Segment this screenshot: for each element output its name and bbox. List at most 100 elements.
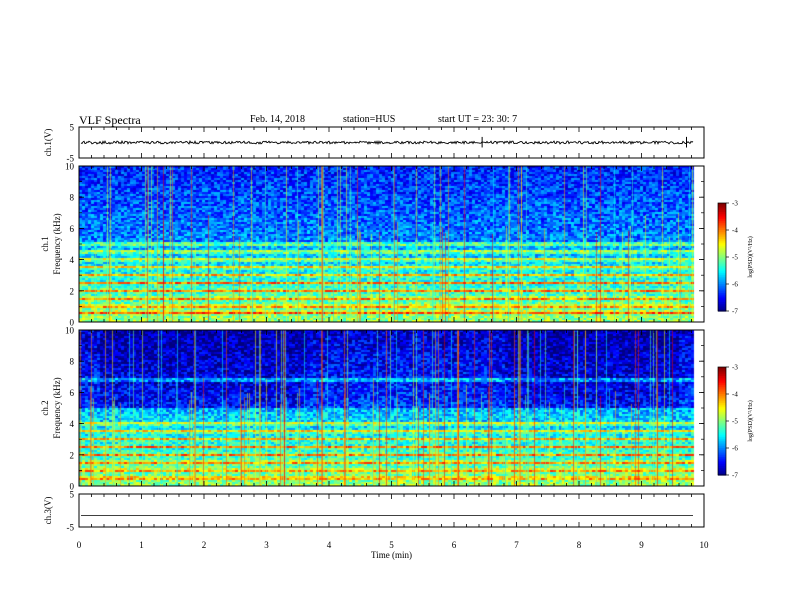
- colorbar-cell-2: [718, 467, 726, 471]
- colorbar-cell-1: [718, 282, 726, 285]
- colorbar-cell-1: [718, 228, 726, 231]
- colorbar-cell-1: [718, 253, 726, 256]
- colorbar-cell-1: [718, 212, 726, 215]
- colorbar-cell-2: [718, 455, 726, 458]
- colorbar-cell-1: [718, 244, 726, 247]
- colorbar-cell-2: [718, 406, 726, 409]
- x-tick-label: 10: [700, 540, 710, 550]
- colorbar-cell-1: [718, 217, 726, 220]
- colorbar-cell-2: [718, 374, 726, 377]
- colorbar-tick-label: -3: [732, 200, 738, 208]
- colorbar-cell-2: [718, 419, 726, 422]
- colorbar-cell-2: [718, 444, 726, 447]
- y-axis-label: ch.3(V): [43, 497, 53, 525]
- colorbar-cell-2: [718, 466, 726, 469]
- y-axis-label: ch.1(V): [43, 129, 53, 157]
- colorbar-cell-1: [718, 267, 726, 271]
- colorbar-cell-2: [718, 431, 726, 435]
- colorbar-cell-2: [718, 428, 726, 431]
- x-tick-label: 6: [452, 540, 457, 550]
- colorbar-tick-label: -6: [732, 445, 738, 453]
- colorbar-cell-1: [718, 289, 726, 292]
- x-tick-label: 2: [202, 540, 207, 550]
- colorbar-label: log(PSD)(V²/Hz): [747, 400, 754, 441]
- colorbar-cell-1: [718, 242, 726, 245]
- y-tick-label: 6: [70, 224, 75, 234]
- colorbar-cell-2: [718, 410, 726, 413]
- colorbar-cell-2: [718, 385, 726, 388]
- colorbar-cell-2: [718, 413, 726, 417]
- colorbar-cell-2: [718, 424, 726, 427]
- colorbar-cell-1: [718, 287, 726, 290]
- y-axis-label: Frequency (kHz): [52, 213, 62, 274]
- colorbar-cell-2: [718, 471, 726, 474]
- colorbar-cell-1: [718, 307, 726, 310]
- colorbar-cell-2: [718, 401, 726, 404]
- colorbar-cell-1: [718, 309, 726, 312]
- colorbar-cell-2: [718, 390, 726, 393]
- colorbar-cell-1: [718, 204, 726, 208]
- colorbar-cell-1: [718, 264, 726, 267]
- colorbar-cell-2: [718, 417, 726, 420]
- colorbar-cell-1: [718, 219, 726, 222]
- x-tick-label: 5: [389, 540, 394, 550]
- colorbar-cell-2: [718, 473, 726, 476]
- colorbar-cell-1: [718, 210, 726, 213]
- colorbar-cell-2: [718, 377, 726, 381]
- colorbar-cell-1: [718, 248, 726, 251]
- spectrogram-ch1: [79, 166, 704, 322]
- y-tick-label: 8: [70, 357, 75, 367]
- colorbar-cell-1: [718, 251, 726, 254]
- y-tick-label: 4: [70, 419, 75, 429]
- colorbar-cell-1: [718, 266, 726, 269]
- y-tick-label: 8: [70, 193, 75, 203]
- colorbar-cell-2: [718, 422, 726, 426]
- colorbar-cell-2: [718, 449, 726, 453]
- colorbar-cell-1: [718, 296, 726, 299]
- colorbar-cell-1: [718, 293, 726, 296]
- waveform-line-ch1: [80, 140, 694, 146]
- colorbar-cell-1: [718, 208, 726, 211]
- colorbar-cell-2: [718, 394, 726, 397]
- colorbar-cell-2: [718, 435, 726, 438]
- y-tick-label: 5: [70, 490, 75, 500]
- colorbar-cell-2: [718, 462, 726, 465]
- date-label: Feb. 14, 2018: [250, 114, 305, 125]
- colorbar-cell-1: [718, 231, 726, 235]
- x-tick-label: 9: [639, 540, 644, 550]
- colorbar-tick-label: -7: [732, 472, 738, 480]
- y-tick-label: 6: [70, 388, 75, 398]
- colorbar-cell-1: [718, 240, 726, 244]
- colorbar-cell-1: [718, 255, 726, 258]
- colorbar-tick-label: -5: [732, 418, 738, 426]
- colorbar-cell-1: [718, 269, 726, 272]
- station-label: station=HUS: [343, 114, 396, 125]
- y-tick-label: 5: [70, 123, 75, 133]
- colorbar-cell-1: [718, 262, 726, 265]
- colorbar-cell-1: [718, 280, 726, 283]
- colorbar-cell-2: [718, 403, 726, 406]
- colorbar-cell-1: [718, 278, 726, 281]
- colorbar-cell-2: [718, 448, 726, 451]
- colorbar-cell-1: [718, 249, 726, 253]
- chart-title: VLF Spectra: [79, 113, 141, 127]
- colorbar-cell-2: [718, 430, 726, 433]
- colorbar-cell-2: [718, 386, 726, 390]
- colorbar-cell-2: [718, 399, 726, 402]
- colorbar-cell-2: [718, 458, 726, 462]
- colorbar-cell-2: [718, 460, 726, 463]
- colorbar-cell-1: [718, 298, 726, 301]
- y-tick-label: -5: [67, 523, 75, 533]
- colorbar-cell-2: [718, 383, 726, 386]
- colorbar-cell-1: [718, 221, 726, 224]
- colorbar-cell-2: [718, 439, 726, 442]
- colorbar-cell-1: [718, 239, 726, 242]
- colorbar-tick-label: -6: [732, 281, 738, 289]
- y-tick-label: 4: [70, 255, 75, 265]
- y-axis-channel-label: ch.2: [40, 400, 50, 415]
- colorbar-cell-2: [718, 376, 726, 379]
- colorbar-cell-2: [718, 457, 726, 460]
- y-tick-label: -5: [67, 154, 75, 164]
- colorbar-tick-label: -3: [732, 364, 738, 372]
